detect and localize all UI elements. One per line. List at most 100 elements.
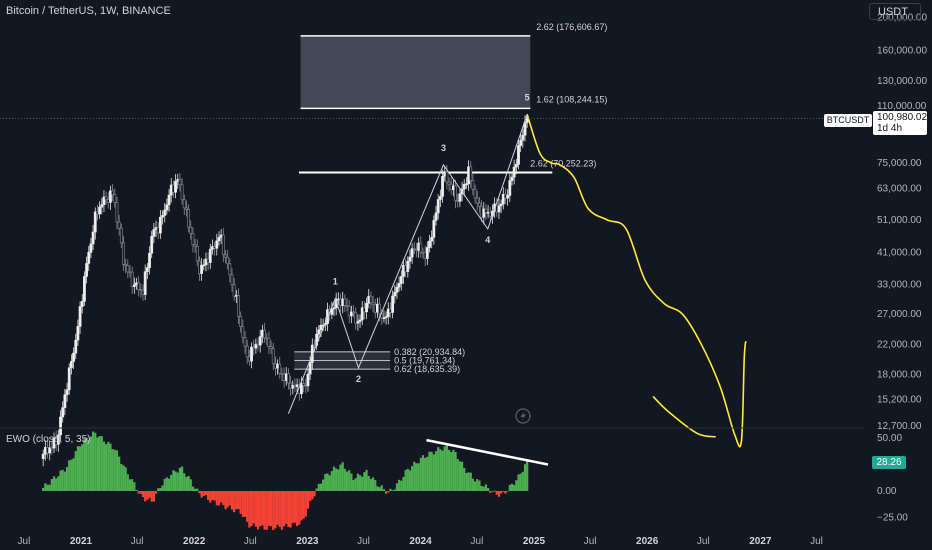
ewo-bar — [469, 472, 472, 491]
candle-body — [243, 337, 247, 347]
candle — [458, 188, 462, 207]
ewo-bar — [154, 491, 158, 494]
candle-body — [523, 122, 527, 136]
ewo-bar — [298, 491, 301, 525]
ewo-bar — [402, 476, 405, 491]
ewo-bar — [437, 447, 440, 491]
ewo-bar — [44, 483, 47, 491]
candle — [267, 331, 271, 354]
ewo-bar — [382, 489, 386, 491]
price-axis-tick: 27,000.00 — [877, 309, 922, 320]
candle-body — [508, 180, 512, 196]
ewo-bar — [339, 464, 342, 491]
candle — [78, 301, 82, 334]
candle-body — [100, 204, 104, 208]
ewo-bar — [83, 438, 86, 491]
ewo-bar — [59, 470, 62, 491]
candle — [478, 197, 481, 214]
candle-body — [295, 384, 299, 387]
candle — [200, 258, 204, 281]
ewo-bar — [207, 491, 210, 500]
candle-body — [56, 434, 60, 445]
candle — [85, 256, 88, 284]
ewo-bar — [94, 432, 97, 491]
ewo-bar — [131, 479, 134, 491]
ewo-bar — [102, 441, 106, 491]
ewo-bar — [87, 439, 90, 491]
time-axis-tick: 2022 — [183, 536, 206, 547]
candle-body — [475, 197, 479, 204]
candle-body — [76, 326, 80, 341]
candle — [106, 192, 110, 209]
candle — [421, 247, 425, 259]
ewo-bar — [148, 491, 151, 498]
candle — [135, 277, 138, 290]
candle — [202, 259, 206, 271]
candle-body — [161, 215, 164, 218]
candle — [504, 188, 507, 205]
candle — [195, 239, 199, 267]
ewo-bar — [243, 491, 247, 517]
candle-body — [217, 237, 221, 242]
price-axis-tick: 18,000.00 — [877, 369, 922, 380]
ewo-bar — [371, 477, 375, 491]
candle-body — [221, 234, 225, 256]
ewo-bar — [304, 491, 307, 517]
candle — [397, 276, 401, 292]
candle — [341, 291, 345, 314]
candle-body — [365, 303, 368, 313]
ewo-bar — [163, 478, 166, 491]
time-axis-tick: Jul — [131, 536, 144, 547]
ewo-bar — [447, 449, 451, 491]
candle-body — [445, 171, 449, 183]
candle — [252, 339, 256, 356]
candle-body — [156, 227, 160, 234]
currency-button[interactable]: USDT — [869, 3, 921, 20]
time-axis-tick: 2027 — [749, 536, 772, 547]
candle-body — [404, 265, 408, 272]
candle-body — [80, 301, 84, 307]
ewo-bar — [189, 479, 192, 491]
candle — [508, 173, 512, 202]
time-axis-tick: 2021 — [70, 536, 93, 547]
ewo-axis-tick: −25.00 — [877, 513, 908, 524]
candle-body — [336, 298, 340, 301]
candle-body — [352, 311, 355, 314]
ewo-bar — [241, 491, 244, 518]
ewo-bar — [135, 490, 138, 491]
candle — [386, 302, 390, 325]
candle — [441, 169, 444, 203]
candle-body — [67, 367, 71, 391]
candle-body — [224, 254, 227, 258]
candle-body — [260, 329, 264, 337]
ewo-bar — [194, 488, 197, 491]
axes: 200,000.00 160,000.00 130,000.00 110,000.00… — [0, 12, 927, 547]
ewo-bar — [200, 491, 203, 498]
candle-body — [115, 202, 119, 223]
ewo-bar — [165, 477, 168, 491]
candle-body — [300, 383, 303, 395]
candle-body — [258, 336, 262, 346]
candle-body — [91, 231, 95, 245]
candle-body — [206, 258, 210, 263]
ewo-bar — [265, 491, 268, 530]
candle — [371, 295, 375, 313]
candle-body — [486, 212, 490, 214]
time-axis-tick: Jul — [584, 536, 597, 547]
candle — [408, 249, 412, 269]
candle-body — [419, 242, 423, 253]
time-axis-tick: 2025 — [523, 536, 546, 547]
ewo-bar — [285, 491, 288, 524]
candle — [132, 277, 136, 294]
ewo-bar — [85, 437, 88, 491]
ewo-bar — [137, 491, 140, 494]
candle-body — [219, 234, 223, 238]
ewo-bar — [430, 451, 433, 491]
price-axis-tick: 33,000.00 — [877, 279, 922, 290]
candle — [358, 314, 362, 328]
candle — [417, 237, 421, 258]
candle — [465, 177, 468, 190]
ewo-bar — [332, 466, 336, 491]
candle — [91, 224, 95, 250]
